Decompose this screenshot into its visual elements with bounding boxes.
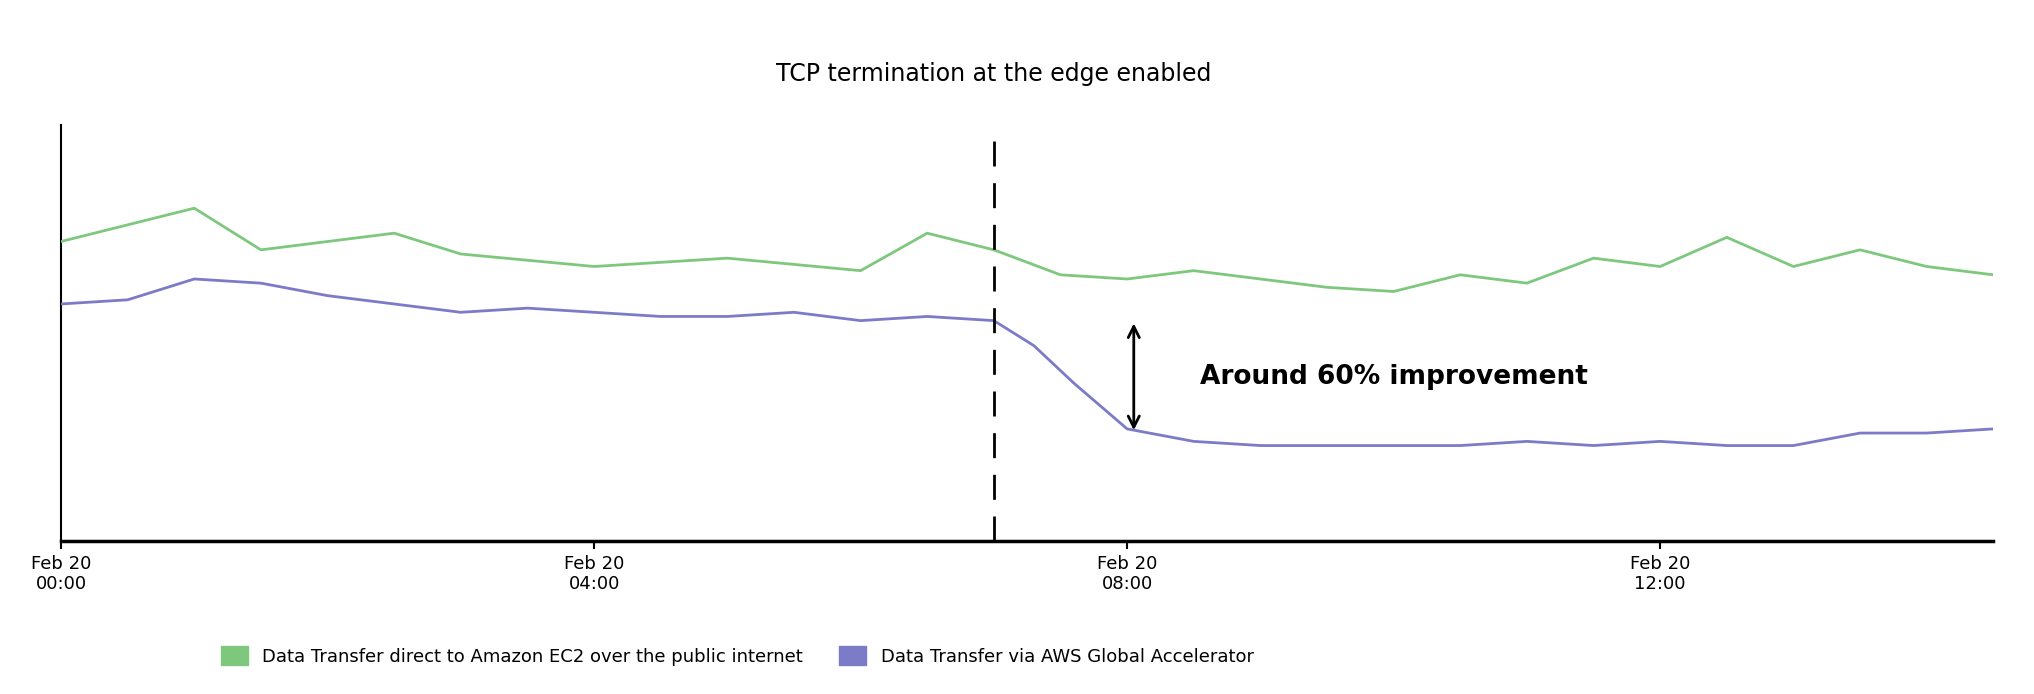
Text: Around 60% improvement: Around 60% improvement (1200, 364, 1589, 390)
Text: TCP termination at the edge enabled: TCP termination at the edge enabled (777, 62, 1212, 86)
Legend: Data Transfer direct to Amazon EC2 over the public internet, Data Transfer via A: Data Transfer direct to Amazon EC2 over … (222, 646, 1253, 666)
